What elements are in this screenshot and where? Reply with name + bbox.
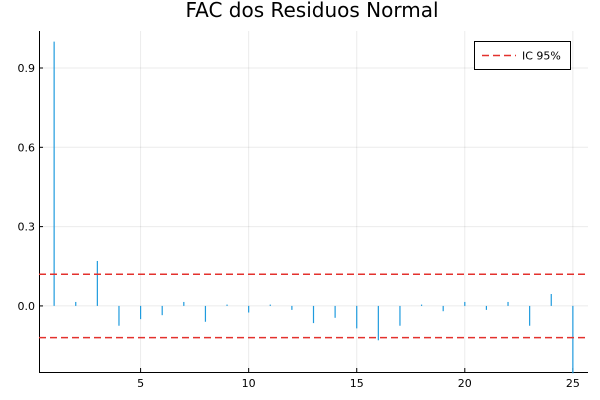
legend: IC 95% xyxy=(474,41,571,70)
x-tick-label: 15 xyxy=(350,377,364,390)
legend-label: IC 95% xyxy=(522,50,561,63)
y-tick-label: 0.0 xyxy=(18,300,36,313)
x-tick-label: 20 xyxy=(458,377,472,390)
chart-title: FAC dos Residuos Normal xyxy=(185,0,438,22)
y-tick-label: 0.3 xyxy=(18,221,36,234)
acf-bars xyxy=(53,41,574,374)
confidence-interval-lines xyxy=(39,273,588,339)
y-tick-label: 0.9 xyxy=(18,62,36,75)
x-tick-label: 5 xyxy=(137,377,144,390)
x-tick-label: 25 xyxy=(566,377,580,390)
y-tick-label: 0.6 xyxy=(18,141,36,154)
axis-ticks: 5 10 15 20 25 0.0 0.3 0.6 0.9 xyxy=(18,62,580,390)
legend-box xyxy=(474,41,571,70)
x-tick-label: 10 xyxy=(242,377,256,390)
